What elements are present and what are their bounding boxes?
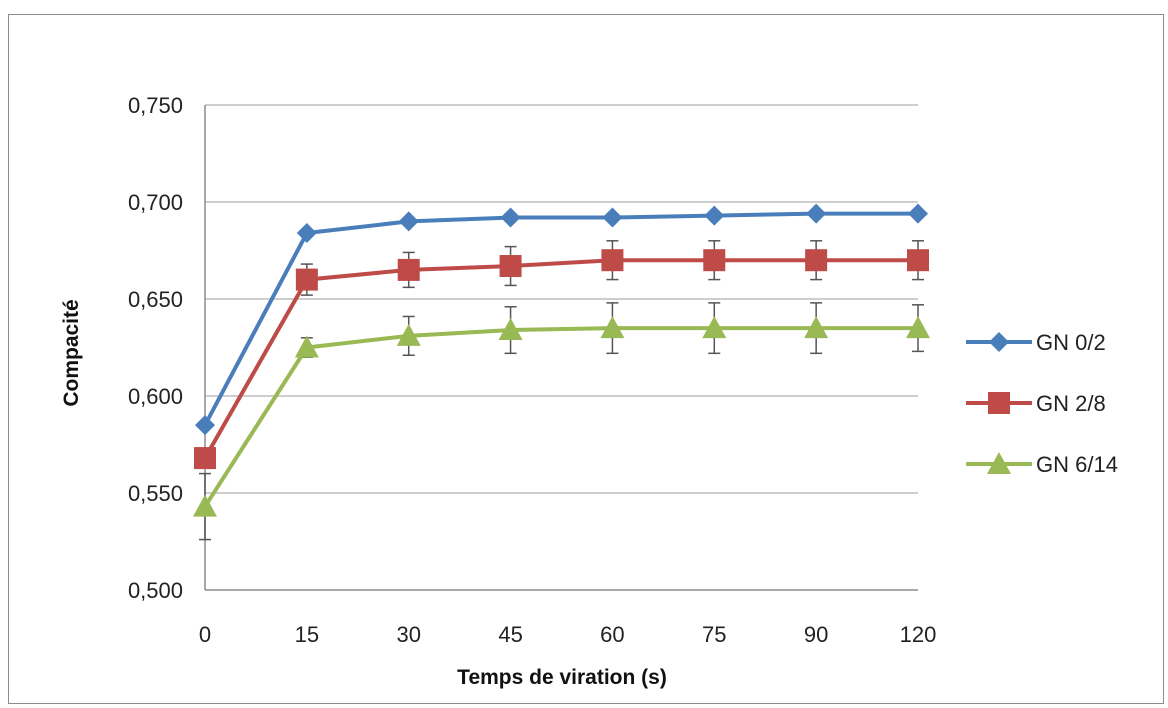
legend-label-gn-2-8: GN 2/8 [1036,391,1106,416]
data-point-gn-6-14 [702,316,727,339]
y-tick-label: 0,550 [128,481,183,506]
data-point-gn-0-2 [908,203,928,224]
data-point-gn-0-2 [296,223,317,244]
data-point-gn-2-8 [805,249,828,272]
series-line-gn-0-2 [203,211,918,427]
legend-marker-gn-6-14 [987,452,1011,474]
data-point-gn-6-14 [804,316,829,339]
data-point-gn-2-8 [601,249,624,272]
x-tick-label: 75 [702,622,726,647]
legend-marker-gn-2-8 [988,392,1010,414]
data-point-gn-0-2 [704,205,725,226]
data-point-gn-6-14 [600,316,625,339]
data-point-gn-0-2 [195,415,215,436]
series-lines [193,203,930,517]
series-line-gn-6-14 [203,326,918,508]
data-point-gn-2-8 [397,258,420,281]
y-tick-label: 0,750 [128,93,183,118]
y-tick-label: 0,650 [128,287,183,312]
data-point-gn-6-14 [193,494,217,517]
x-tick-label: 45 [498,622,522,647]
y-axis-title: Compacité [60,299,83,406]
y-tick-label: 0,600 [128,384,183,409]
y-tick-label: 0,700 [128,190,183,215]
chart-frame [8,14,1164,704]
legend-marker-gn-0-2 [989,332,1009,352]
x-axis-title: Temps de viration (s) [457,666,667,689]
data-point-gn-2-8 [703,249,726,272]
data-point-gn-6-14 [906,316,930,339]
data-point-gn-2-8 [194,447,216,470]
x-tick-label: 30 [396,622,420,647]
data-point-gn-0-2 [806,203,827,224]
data-point-gn-6-14 [396,323,421,346]
data-point-gn-0-2 [398,211,419,232]
x-tick-label: 60 [600,622,624,647]
data-point-gn-0-2 [602,207,623,228]
data-point-gn-2-8 [295,268,318,291]
x-tick-label: 90 [804,622,828,647]
legend: GN 0/2 GN 2/8 GN 6/14 [966,330,1118,477]
x-tick-label: 120 [900,622,937,647]
gridlines [205,104,918,494]
data-point-gn-2-8 [907,249,929,272]
x-tick-label: 15 [295,622,319,647]
data-point-gn-0-2 [500,207,521,228]
legend-label-gn-0-2: GN 0/2 [1036,330,1106,355]
data-point-gn-2-8 [499,255,522,278]
x-tick-label: 0 [199,622,211,647]
series-line-gn-2-8 [203,258,918,460]
legend-label-gn-6-14: GN 6/14 [1036,452,1118,477]
data-point-gn-6-14 [294,335,319,358]
tick-labels: 0,500 0,550 0,600 0,650 0,700 0,750 0 15 30 45 60 7… [128,93,936,647]
data-point-gn-6-14 [498,318,523,341]
y-tick-label: 0,500 [128,578,183,603]
